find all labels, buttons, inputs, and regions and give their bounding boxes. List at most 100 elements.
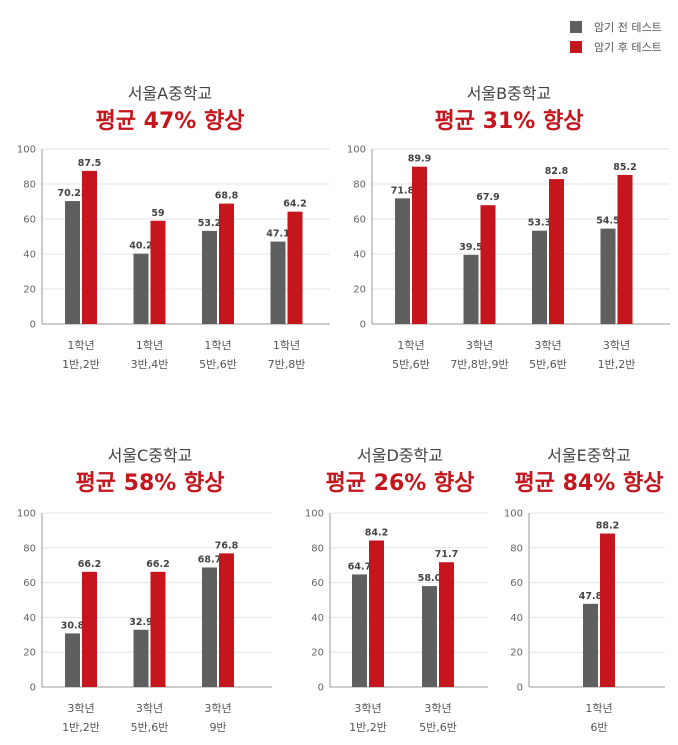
x-tick-label: 3반,4반 (131, 358, 169, 371)
bar-before (532, 230, 547, 324)
chart-subtitle: 평균 84% 향상 (514, 471, 664, 496)
x-tick-label: 3학년 (67, 702, 94, 715)
bar-after (287, 211, 303, 324)
data-label: 32.9 (129, 617, 152, 628)
data-label: 47.1 (266, 229, 289, 240)
data-label: 88.2 (596, 521, 619, 532)
bar-before (270, 241, 286, 324)
y-tick-label: 40 (23, 613, 36, 624)
bar-after (369, 540, 384, 687)
chart-plot: 0 20 40 60 80 100 64.7 84.2 3학년 1반,2반 58.0 71.7 3학년 5… (305, 509, 488, 734)
chart-title: 서울A중학교 (127, 84, 213, 103)
data-label: 89.9 (408, 154, 431, 165)
y-tick-label: 100 (347, 145, 366, 156)
data-label: 54.5 (596, 216, 619, 227)
data-label: 70.25 (57, 188, 87, 199)
x-tick-label: 3학년 (424, 702, 451, 715)
chart-title: 서울C중학교 (107, 446, 193, 465)
x-tick-label: 5반,6반 (131, 721, 169, 734)
x-tick-label: 7반,8반,9반 (450, 358, 508, 371)
chart-plot: 0 20 40 60 80 100 30.8 66.2 3학년 1반,2반 32.9 66.2 3학년 5… (17, 509, 272, 734)
y-tick-label: 60 (353, 215, 366, 226)
y-tick-label: 80 (510, 543, 523, 554)
chart-subtitle: 평균 47% 향상 (95, 109, 245, 134)
bar-after (549, 179, 564, 324)
data-label: 84.2 (365, 527, 388, 538)
y-tick-label: 0 (318, 683, 324, 694)
data-label: 71.8 (391, 185, 415, 196)
bar-before (133, 253, 149, 324)
data-label: 39.5 (459, 242, 482, 253)
bar-before (463, 254, 479, 324)
y-tick-label: 100 (17, 509, 36, 520)
chart-title: 서울E중학교 (547, 446, 631, 465)
y-tick-label: 0 (360, 320, 366, 331)
bar-after (617, 174, 633, 324)
chart-school-e: 서울E중학교 평균 84% 향상 0 20 40 60 80 100 47.8 88.2 1학년… (500, 442, 678, 742)
x-tick-label: 5반,6반 (529, 358, 567, 371)
legend-label-before: 암기 전 테스트 (594, 21, 662, 34)
y-tick-label: 60 (23, 215, 36, 226)
data-label: 85.2 (613, 162, 636, 173)
x-tick-label: 1반,2반 (62, 358, 100, 371)
bar-after (412, 166, 427, 324)
data-label: 71.7 (435, 549, 458, 560)
bar-before (202, 230, 217, 324)
data-label: 68.8 (215, 191, 239, 202)
bar-before (422, 586, 437, 687)
x-tick-label: 1학년 (397, 339, 424, 352)
legend-swatch-before (570, 21, 582, 33)
data-label: 58.0 (418, 573, 442, 584)
data-label: 66.2 (146, 559, 169, 570)
bar-before (600, 228, 616, 324)
y-tick-label: 20 (311, 648, 324, 659)
y-tick-label: 80 (311, 543, 324, 554)
y-tick-label: 60 (311, 578, 324, 589)
x-tick-label: 1학년 (273, 339, 300, 352)
bar-after (439, 562, 454, 687)
y-tick-label: 0 (517, 683, 523, 694)
x-tick-label: 9반 (209, 721, 226, 734)
chart-school-d: 서울D중학교 평균 26% 향상 0 20 40 60 80 100 64.7 84.2 3학년… (300, 442, 500, 742)
x-tick-label: 1반,2반 (598, 358, 636, 371)
data-label: 53.3 (528, 218, 551, 229)
legend-swatch-after (570, 41, 582, 53)
data-label: 64.7 (348, 561, 371, 572)
x-tick-label: 5반,6반 (419, 721, 457, 734)
data-label: 47.8 (579, 591, 603, 602)
data-label: 87.5 (78, 158, 101, 169)
x-tick-label: 3학년 (534, 339, 561, 352)
bar-after (600, 533, 615, 687)
y-tick-label: 80 (353, 180, 366, 191)
chart-plot: 0 20 40 60 80 100 70.25 87.5 1학년 1반,2반 40.2 59 1학년 3반… (17, 145, 330, 371)
bar-before (65, 201, 80, 324)
data-label: 66.2 (78, 559, 101, 570)
y-tick-label: 40 (23, 250, 36, 261)
y-tick-label: 80 (23, 180, 36, 191)
bar-before (65, 633, 80, 687)
x-tick-label: 3학년 (204, 702, 231, 715)
x-tick-label: 3학년 (466, 339, 493, 352)
bar-after (150, 571, 166, 687)
y-tick-label: 100 (17, 145, 36, 156)
chart-subtitle: 평균 26% 향상 (325, 471, 475, 496)
bar-before (583, 603, 598, 687)
chart-school-c: 서울C중학교 평균 58% 향상 0 20 40 60 80 100 30.8 66.2 3학년… (0, 442, 300, 742)
y-tick-label: 20 (23, 285, 36, 296)
bar-after (219, 203, 234, 324)
x-tick-label: 5반,6반 (199, 358, 237, 371)
y-tick-label: 20 (510, 648, 523, 659)
x-tick-label: 1반,2반 (349, 721, 387, 734)
data-label: 40.2 (129, 241, 152, 252)
bar-after (82, 571, 97, 687)
data-label: 64.2 (283, 199, 306, 210)
x-tick-label: 6반 (590, 721, 607, 734)
y-tick-label: 40 (311, 613, 324, 624)
bar-before (352, 574, 367, 687)
bar-before (202, 567, 217, 687)
y-tick-label: 0 (30, 320, 36, 331)
y-tick-label: 60 (510, 578, 523, 589)
x-tick-label: 1학년 (585, 702, 612, 715)
data-label: 67.9 (476, 192, 499, 203)
chart-title: 서울D중학교 (357, 446, 443, 465)
